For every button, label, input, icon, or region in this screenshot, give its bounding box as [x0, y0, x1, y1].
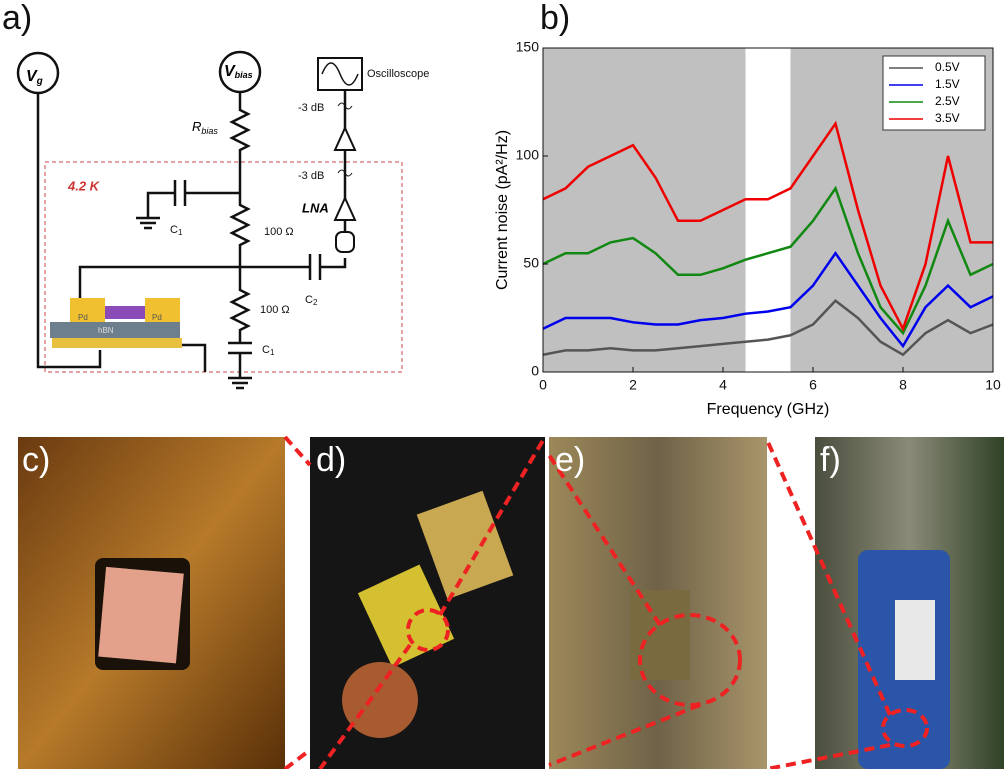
label: hBN [98, 326, 114, 335]
series-line [542, 299, 994, 357]
label: Pd [152, 313, 162, 322]
label: Vg [26, 68, 43, 86]
label: 100 Ω [260, 304, 290, 316]
label: -3 dB [298, 102, 324, 114]
y-axis-label: Current noise (pA²/Hz) [494, 130, 511, 290]
y-tick-label: 0 [531, 363, 539, 379]
label: LNA [302, 200, 329, 215]
label: C1 [262, 344, 275, 357]
x-axis-label: Frequency (GHz) [707, 401, 830, 418]
panel-label: e) [555, 441, 585, 479]
zoom-lines [283, 435, 929, 769]
series-line [542, 120, 993, 332]
y-tick-label: 150 [516, 39, 540, 55]
label: C1 [170, 224, 183, 237]
x-tick-label: 10 [985, 377, 1001, 393]
panel-label: a) [2, 0, 32, 37]
label: Vbias [224, 63, 253, 80]
circuit: Vg Vbias Rbias Oscilloscope -3 dB -3 dB … [16, 50, 429, 390]
label: Rbias [192, 119, 218, 136]
y-tick-label: 100 [516, 147, 540, 163]
x-tick-label: 2 [629, 377, 637, 393]
label: -3 dB [298, 170, 324, 182]
y-tick-label: 50 [523, 255, 539, 271]
label: 4.2 K [67, 178, 101, 193]
legend-label: 1.5V [935, 77, 960, 91]
label: 100 Ω [264, 226, 294, 238]
panel-label: b) [540, 0, 570, 37]
legend-label: 0.5V [935, 60, 960, 74]
series-line [542, 251, 994, 349]
label: C2 [305, 294, 318, 307]
legend-label: 2.5V [935, 94, 960, 108]
panel-label: c) [22, 441, 50, 479]
x-tick-label: 0 [539, 377, 547, 393]
x-tick-label: 8 [899, 377, 907, 393]
x-tick-label: 4 [719, 377, 727, 393]
panel-label: d) [316, 441, 346, 479]
label: Oscilloscope [367, 68, 429, 80]
cryo-box [44, 161, 403, 373]
plot-frame [542, 47, 994, 373]
x-tick-label: 6 [809, 377, 817, 393]
series-line [542, 185, 994, 336]
label: Pd [78, 313, 88, 322]
legend-label: 3.5V [935, 111, 960, 125]
panel-label: f) [820, 441, 841, 479]
